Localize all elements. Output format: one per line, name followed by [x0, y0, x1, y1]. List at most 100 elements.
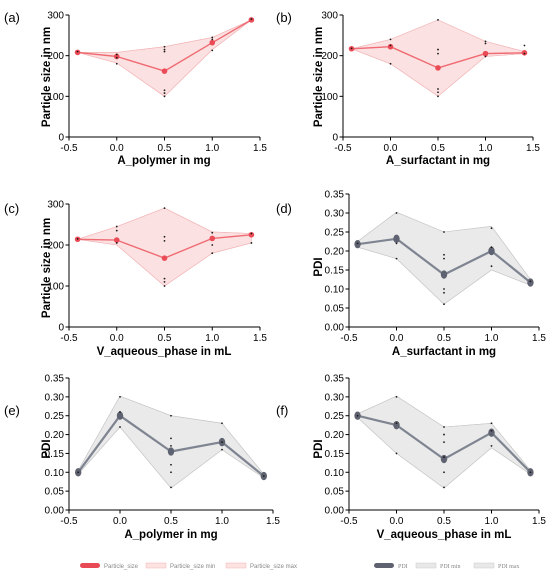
data-point-d [395, 257, 398, 260]
y-tick-label-f: 0.15 [325, 449, 345, 460]
x-tick-label-a: 0.5 [158, 143, 172, 154]
data-point-e [119, 426, 121, 428]
data-point-b [389, 62, 392, 65]
legend-swatch-pdi-max [473, 562, 495, 569]
data-point-a [115, 56, 118, 59]
mean-marker-b [435, 65, 441, 71]
data-point-a [250, 18, 253, 20]
data-point-c [163, 281, 166, 283]
data-point-d [443, 231, 445, 233]
panel-label-a: (a) [4, 10, 20, 25]
x-tick-label-a: 0.0 [110, 143, 124, 154]
y-tick-label-b: 300 [321, 11, 338, 22]
data-point-c [76, 237, 79, 240]
legend-swatch-size-max [225, 562, 247, 569]
y-tick-label-e: 0.05 [45, 487, 65, 498]
data-point-d [356, 242, 359, 245]
y-tick-label-c: 100 [47, 282, 64, 293]
y-tick-label-f: 0.00 [325, 506, 345, 517]
data-point-c [115, 242, 118, 244]
data-point-c [211, 244, 214, 246]
y-tick-label-e: 0.00 [45, 506, 65, 517]
band-b [350, 19, 525, 97]
y-tick-label-e: 0.25 [45, 411, 65, 422]
x-axis-label-d: A_surfactant in mg [392, 346, 496, 358]
mean-marker-f [440, 454, 448, 464]
legend-size: Particle_size Particle_size min Particle… [80, 562, 297, 570]
data-point-b [437, 52, 439, 55]
y-tick-label-e: 0.30 [45, 392, 65, 403]
data-point-b [437, 18, 439, 21]
x-tick-label-d: 0.5 [437, 333, 451, 344]
data-point-f [395, 395, 398, 398]
data-point-f [443, 456, 445, 459]
data-point-d [529, 280, 532, 283]
data-point-c [250, 232, 253, 235]
data-point-e [170, 486, 172, 489]
x-axis-label-c: V_aqueous_phase in mL [97, 346, 232, 358]
y-tick-label-b: 100 [321, 92, 338, 103]
data-point-e [221, 441, 223, 444]
y-tick-label-d: 0.05 [325, 304, 345, 315]
data-point-b [437, 95, 439, 98]
legend-label-size-max: Particle_size max [250, 564, 297, 570]
panel-a: (a) A_polymer in mg Particle size in nm … [4, 10, 267, 167]
y-tick-label-f: 0.20 [325, 430, 345, 441]
panel-c: (c) V_aqueous_phase in mL Particle size … [4, 200, 267, 359]
data-point-c [211, 231, 214, 234]
y-tick-label-f: 0.10 [325, 468, 345, 479]
x-tick-label-e: 0.0 [113, 516, 127, 527]
legend-swatch-pdi [374, 563, 394, 568]
mean-marker-f [393, 420, 400, 430]
mean-marker-c [161, 255, 168, 261]
panel-b: (b) A_surfactant in mg Particle size in … [276, 10, 540, 167]
mean-marker-d [527, 278, 534, 287]
x-tick-label-b: 0.0 [384, 143, 398, 154]
data-point-b [523, 44, 526, 47]
data-point-f [395, 452, 398, 455]
y-tick-label-c: 0 [58, 323, 64, 334]
data-point-f [356, 414, 359, 417]
y-tick-label-a: 200 [47, 51, 64, 62]
x-tick-label-b: 1.0 [479, 143, 493, 154]
data-point-b [437, 48, 439, 51]
x-tick-label-d: -0.5 [340, 333, 358, 344]
data-point-e [119, 395, 121, 398]
x-axis-label-f: V_aqueous_phase in mL [377, 529, 512, 541]
y-tick-label-f: 0.30 [325, 392, 345, 403]
x-tick-label-e: 0.5 [164, 516, 178, 527]
y-tick-label-f: 0.35 [325, 374, 345, 385]
data-point-c [163, 240, 166, 242]
mean-marker-c [209, 235, 216, 242]
x-tick-label-e: 1.0 [215, 516, 229, 527]
x-tick-label-a: 1.0 [205, 143, 219, 154]
data-point-e [170, 437, 172, 440]
data-point-e [221, 448, 223, 451]
data-point-d [490, 265, 493, 268]
data-point-a [211, 49, 214, 52]
y-tick-label-e: 0.20 [45, 430, 65, 441]
data-point-b [437, 91, 439, 94]
x-tick-label-f: 0.0 [390, 516, 404, 527]
band-e [77, 395, 265, 489]
x-axis-label-a: A_polymer in mg [117, 155, 210, 167]
data-point-c [250, 242, 253, 244]
panel-label-c: (c) [4, 201, 19, 216]
x-tick-label-b: -0.5 [334, 143, 352, 154]
data-point-a [163, 50, 166, 53]
y-axis-label-d: PDI [313, 257, 325, 276]
x-tick-label-c: 0.5 [158, 333, 172, 344]
x-tick-label-c: -0.5 [60, 333, 78, 344]
data-point-d [443, 253, 445, 256]
y-tick-label-d: 0.10 [325, 285, 345, 296]
data-point-a [115, 53, 118, 56]
y-tick-label-e: 0.35 [45, 374, 65, 385]
panel-d: (d) A_surfactant in mg PDI -0.5 0.0 0.5 1.0… [276, 190, 546, 359]
x-tick-label-f: 1.0 [485, 516, 499, 527]
legend-swatch-pdi-min [415, 562, 437, 569]
x-tick-label-b: 0.5 [431, 143, 445, 154]
mean-marker-d [488, 246, 495, 256]
mean-marker-a [113, 53, 120, 60]
band-c [77, 207, 252, 287]
data-point-e [262, 475, 265, 477]
